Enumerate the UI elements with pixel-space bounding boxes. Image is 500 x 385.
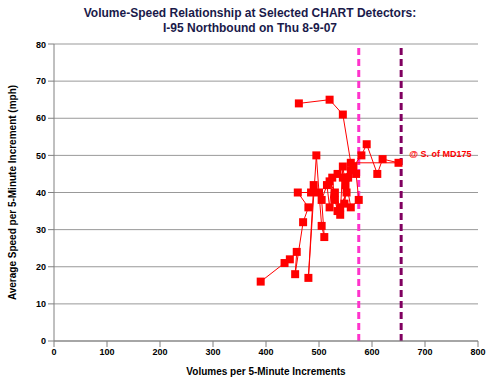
svg-text:0: 0 (41, 336, 46, 346)
svg-text:0: 0 (51, 347, 56, 357)
svg-text:400: 400 (258, 347, 273, 357)
html-text:Volume-Speed Relationship at S: Volume-Speed Relationship at Selected CH… (83, 6, 417, 20)
svg-text:10: 10 (36, 299, 46, 309)
html-text:I-95 Northbound on Thu 8-9-07: I-95 Northbound on Thu 8-9-07 (163, 21, 337, 35)
svg-text:@ S. of MD175: @ S. of MD175 (409, 149, 471, 159)
svg-text:700: 700 (417, 347, 432, 357)
svg-text:100: 100 (99, 347, 114, 357)
svg-text:20: 20 (36, 262, 46, 272)
svg-text:800: 800 (470, 347, 485, 357)
svg-text:40: 40 (36, 188, 46, 198)
svg-text:Volumes per 5-Minute Increment: Volumes per 5-Minute Increments (186, 366, 346, 377)
svg-text:30: 30 (36, 225, 46, 235)
svg-text:300: 300 (205, 347, 220, 357)
svg-text:70: 70 (36, 76, 46, 86)
svg-text:50: 50 (36, 151, 46, 161)
svg-text:80: 80 (36, 40, 46, 50)
svg-text:200: 200 (152, 347, 167, 357)
svg-text:60: 60 (36, 113, 46, 123)
svg-text:500: 500 (311, 347, 326, 357)
svg-text:600: 600 (364, 347, 379, 357)
svg-text:Average Speed per 5-Minute Inc: Average Speed per 5-Minute Increment (mp… (8, 85, 18, 300)
